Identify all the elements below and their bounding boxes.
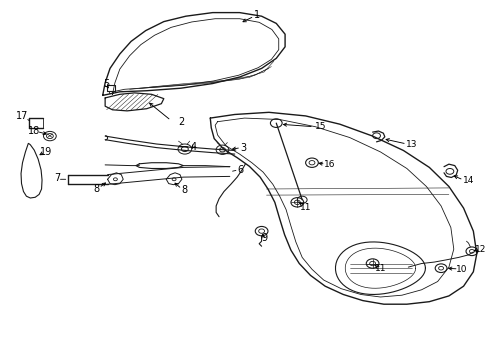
Text: 16: 16	[324, 161, 335, 169]
Text: 3: 3	[240, 143, 246, 153]
Text: 11: 11	[299, 202, 311, 211]
Text: 11: 11	[374, 264, 386, 273]
Text: 6: 6	[237, 165, 243, 175]
Text: 8: 8	[94, 184, 100, 194]
Text: 5: 5	[103, 79, 109, 89]
Text: 9: 9	[261, 233, 266, 243]
Text: 10: 10	[455, 265, 467, 274]
Text: 14: 14	[462, 176, 473, 185]
Text: 7: 7	[55, 173, 61, 183]
Text: 2: 2	[178, 117, 183, 127]
Text: 8: 8	[182, 185, 187, 195]
Text: 18: 18	[28, 126, 41, 136]
Text: 15: 15	[314, 122, 325, 131]
Text: 13: 13	[405, 140, 417, 149]
Text: 4: 4	[190, 142, 196, 152]
Text: 1: 1	[253, 10, 259, 20]
Text: 12: 12	[473, 245, 485, 253]
Text: 19: 19	[40, 147, 53, 157]
Text: 17: 17	[16, 111, 28, 121]
